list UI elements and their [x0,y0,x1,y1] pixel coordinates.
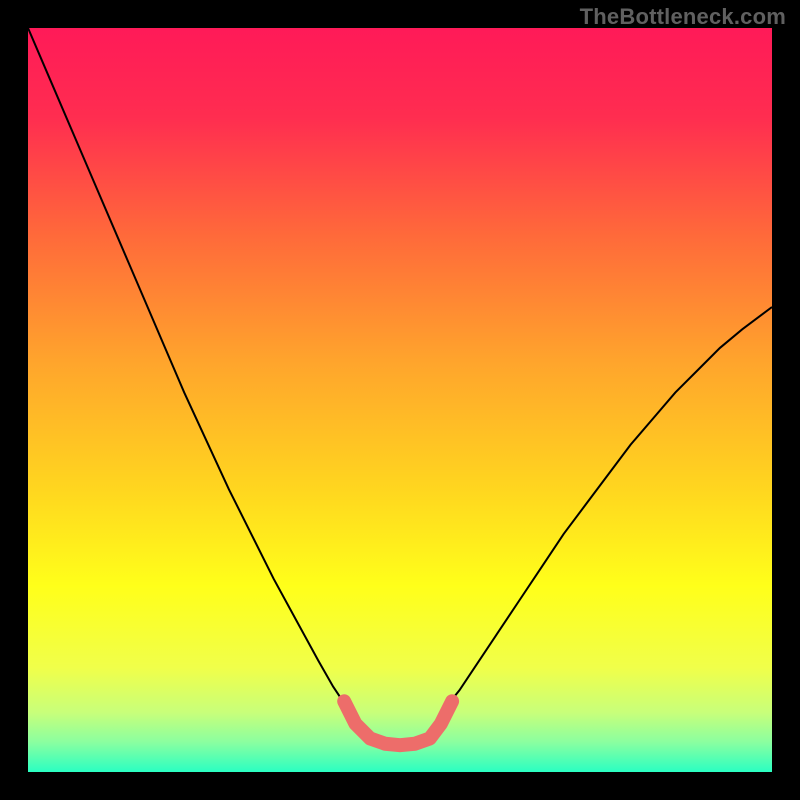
plot-background [28,28,772,772]
watermark-text: TheBottleneck.com [580,4,786,30]
bottleneck-chart [0,0,800,800]
chart-canvas: TheBottleneck.com [0,0,800,800]
